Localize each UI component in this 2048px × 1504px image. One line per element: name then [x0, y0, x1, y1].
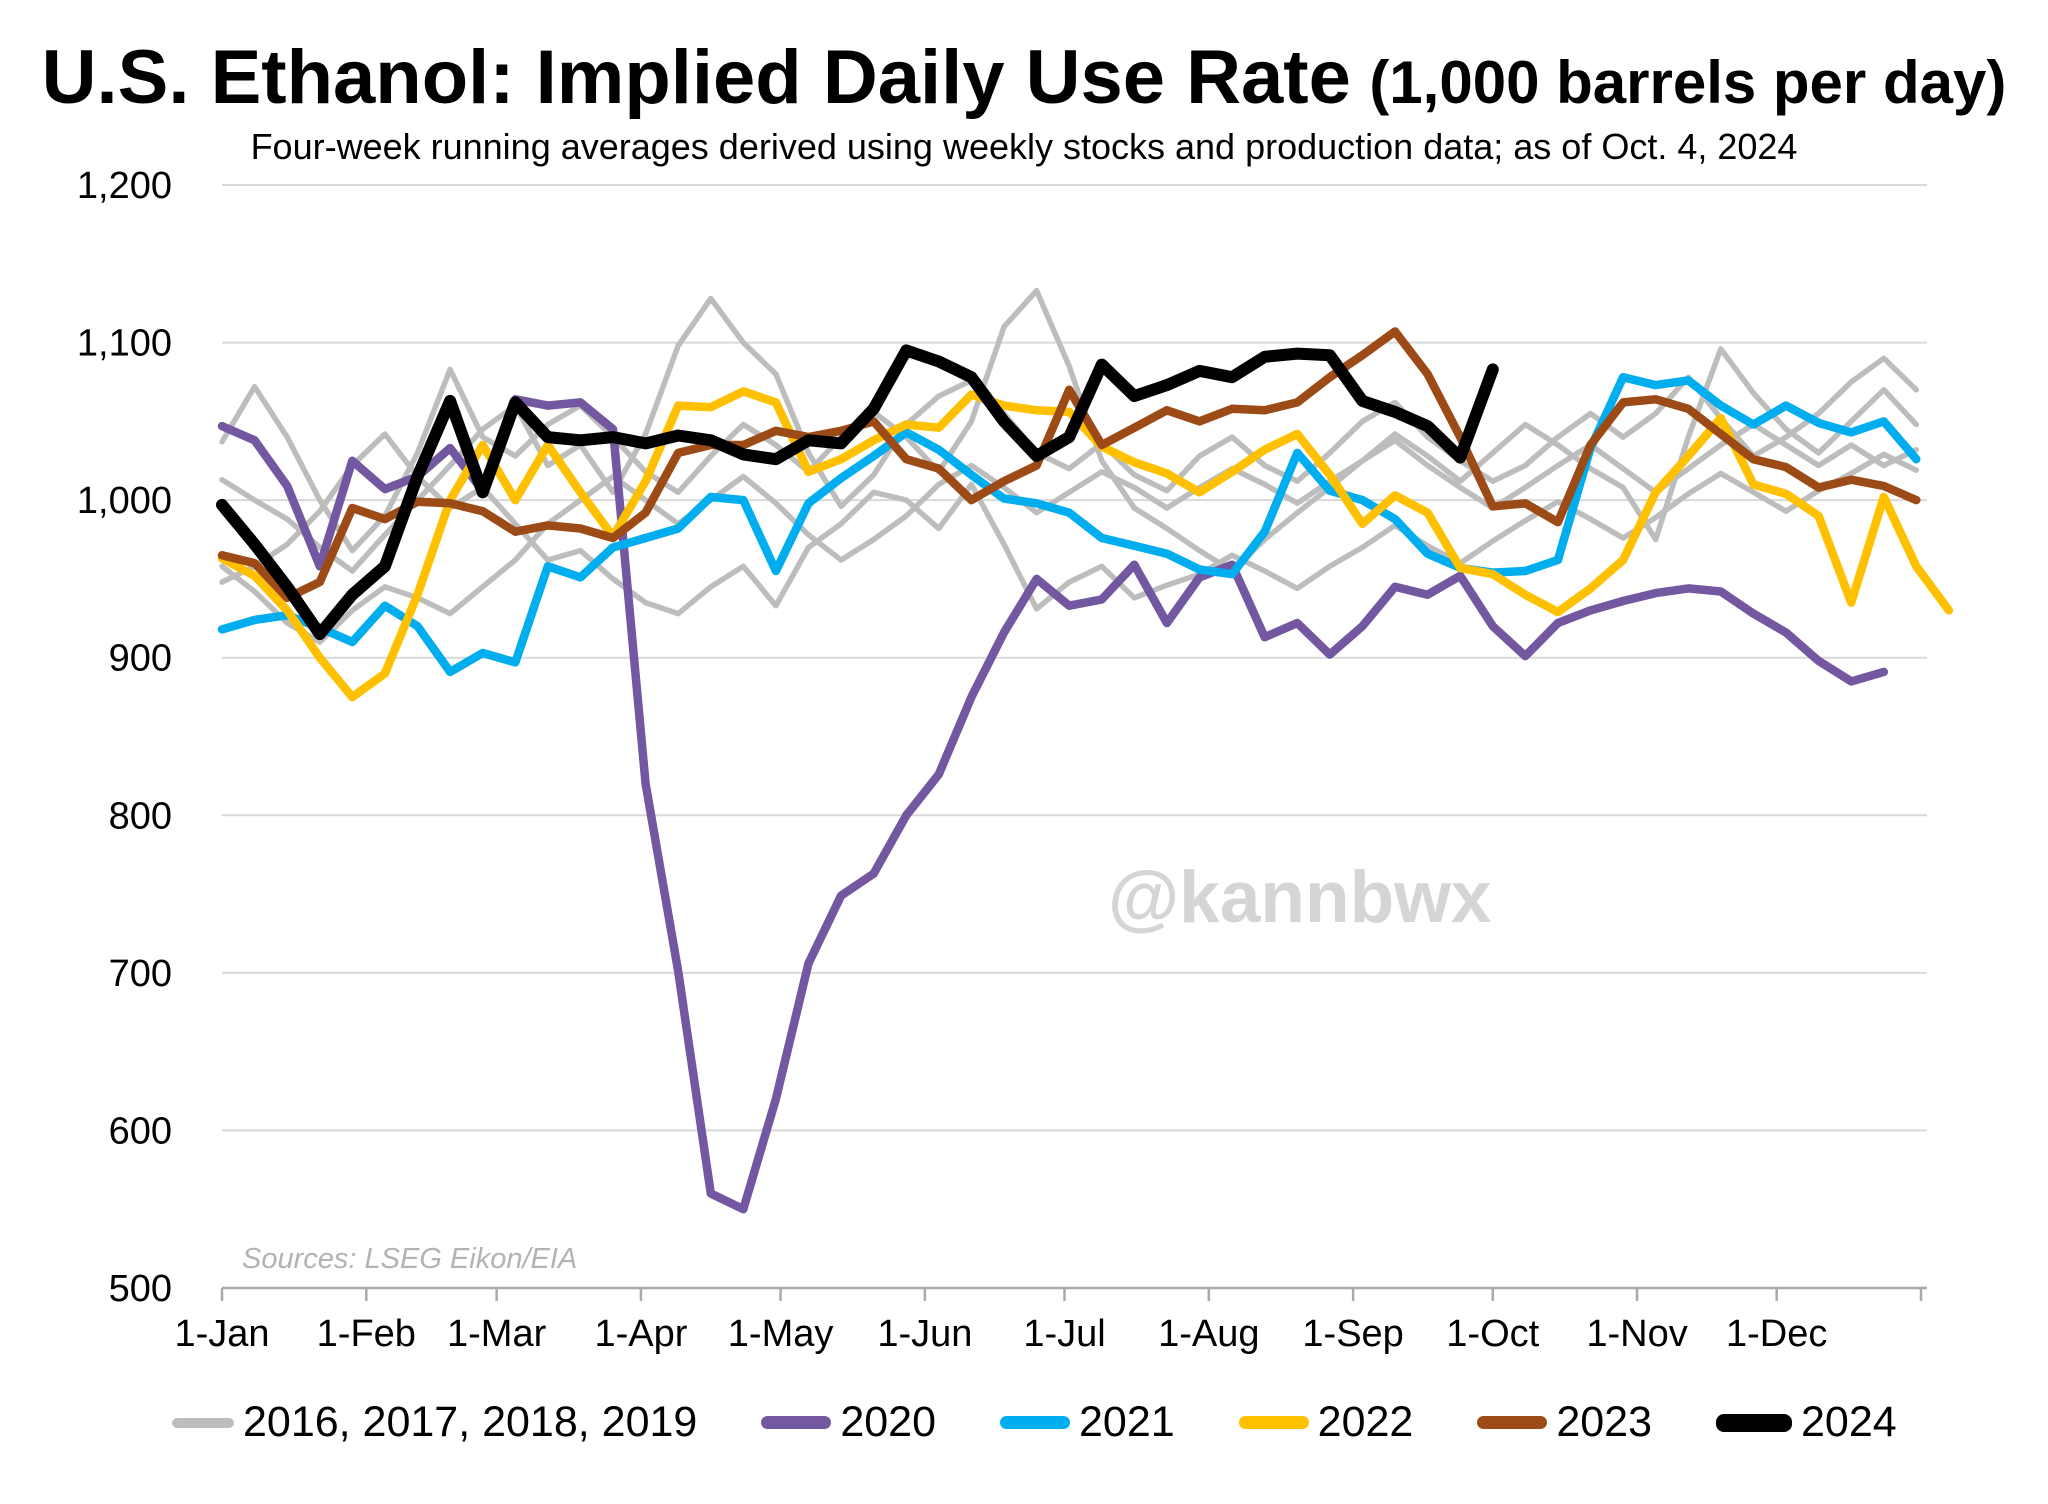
- legend-label: 2022: [1317, 1398, 1414, 1446]
- legend-item-2016-2017-2018-2019: 2016, 2017, 2018, 2019: [172, 1398, 697, 1447]
- legend-item-2023: 2023: [1477, 1398, 1652, 1447]
- series-lines: [216, 287, 1954, 1214]
- chart-subtitle: Four-week running averages derived using…: [250, 126, 1798, 167]
- series-line-2022: [217, 387, 1954, 702]
- series-line-2019: [219, 295, 1920, 574]
- x-tick-label-1-Mar: 1-Mar: [447, 1313, 547, 1355]
- legend-label: 2020: [840, 1398, 936, 1446]
- y-tick-label-900: 900: [109, 638, 172, 680]
- legend-swatch-gray: [172, 1417, 234, 1428]
- legend-item-2022: 2022: [1238, 1398, 1414, 1447]
- x-tick-label-1-Nov: 1-Nov: [1586, 1313, 1687, 1355]
- y-tick-label-1,100: 1,100: [77, 323, 172, 365]
- legend-swatch-blue: [1000, 1416, 1070, 1429]
- series-line-2020: [217, 395, 1889, 1214]
- chart-title-unit: (1,000 barrels per day): [1369, 49, 2007, 116]
- y-tick-label-700: 700: [109, 953, 172, 995]
- series-line-2021: [217, 372, 1921, 677]
- x-tick-label-1-Apr: 1-Apr: [594, 1313, 687, 1355]
- source-note: Sources: LSEG Eikon/EIA: [242, 1243, 577, 1275]
- series-line-2017: [219, 421, 1920, 645]
- legend-swatch-black: [1716, 1413, 1793, 1432]
- y-tick-label-1,000: 1,000: [77, 480, 172, 522]
- legend-label: 2016, 2017, 2018, 2019: [243, 1398, 698, 1446]
- chart-legend: 2016, 2017, 2018, 2019 2020 2021 2022 2023 20…: [172, 1398, 2032, 1447]
- x-axis: [220, 1286, 1927, 1301]
- y-axis-labels: 500 600 700 800 900 1,000 1,100 1,200: [77, 165, 172, 1310]
- legend-label: 2021: [1079, 1398, 1175, 1446]
- legend-item-2020: 2020: [761, 1398, 936, 1447]
- legend-swatch-yellow: [1238, 1416, 1309, 1429]
- y-tick-label-1,200: 1,200: [77, 165, 172, 207]
- legend-label: 2023: [1556, 1398, 1653, 1446]
- watermark-text: @kannbwx: [1108, 857, 1492, 938]
- x-tick-label-1-Sep: 1-Sep: [1302, 1313, 1403, 1355]
- x-tick-label-1-Feb: 1-Feb: [317, 1313, 416, 1355]
- gridlines: [222, 184, 1927, 1289]
- series-line-2023: [217, 327, 1921, 603]
- legend-item-2021: 2021: [1000, 1398, 1175, 1447]
- legend-label: 2024: [1801, 1398, 1897, 1446]
- chart-title-main: U.S. Ethanol: Implied Daily Use Rate: [41, 35, 1351, 120]
- legend-item-2024: 2024: [1716, 1398, 1897, 1447]
- x-axis-labels: 1-Jan 1-Feb 1-Mar 1-Apr 1-May 1-Jun 1-Jul 1-Aug…: [174, 1313, 1827, 1355]
- x-tick-label-1-Jul: 1-Jul: [1023, 1313, 1105, 1355]
- x-tick-label-1-Oct: 1-Oct: [1446, 1313, 1539, 1355]
- y-tick-label-800: 800: [109, 795, 172, 837]
- y-tick-label-500: 500: [109, 1268, 172, 1310]
- x-tick-label-1-Jan: 1-Jan: [174, 1313, 269, 1355]
- chart-title: U.S. Ethanol: Implied Daily Use Rate (1,…: [0, 34, 2048, 121]
- legend-swatch-purple: [761, 1416, 832, 1429]
- legend-swatch-brown: [1477, 1416, 1548, 1429]
- x-tick-label-1-Aug: 1-Aug: [1158, 1313, 1259, 1355]
- series-line-2024: [216, 344, 1499, 641]
- x-tick-label-1-Dec: 1-Dec: [1726, 1313, 1827, 1355]
- x-tick-label-1-May: 1-May: [728, 1313, 834, 1355]
- y-tick-label-600: 600: [109, 1110, 172, 1152]
- x-tick-label-1-Jun: 1-Jun: [877, 1313, 972, 1355]
